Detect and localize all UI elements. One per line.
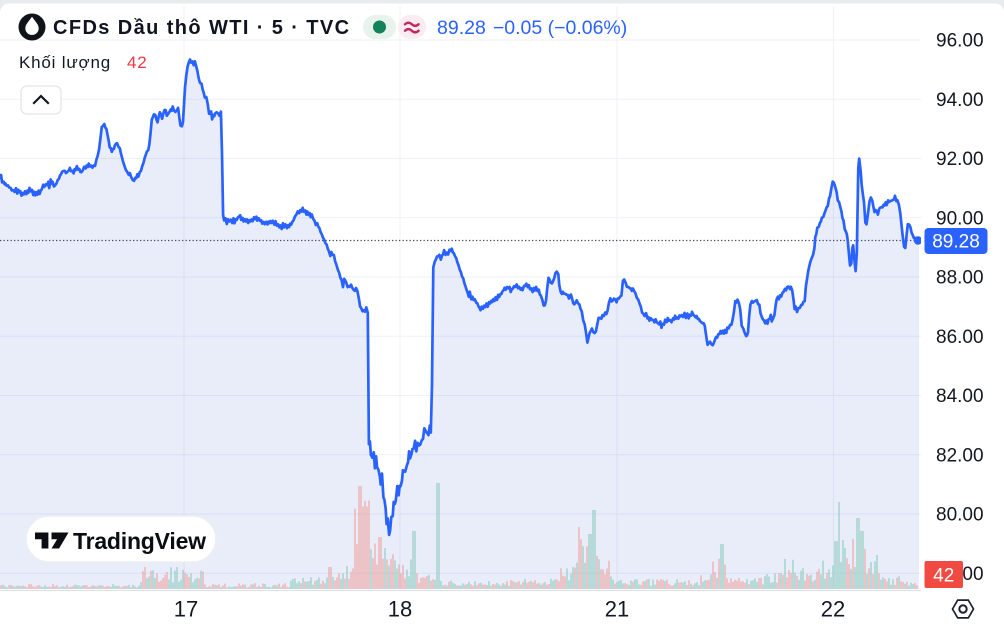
svg-text:89.28: 89.28 [932, 232, 980, 253]
svg-text:86.00: 86.00 [936, 327, 984, 348]
svg-text:18: 18 [388, 597, 412, 622]
svg-text:89.28 −0.05 (−0.06%): 89.28 −0.05 (−0.06%) [437, 17, 627, 39]
svg-text:42: 42 [127, 53, 148, 72]
svg-text:82.00: 82.00 [936, 445, 984, 466]
svg-text:80.00: 80.00 [936, 505, 984, 526]
svg-text:88.00: 88.00 [936, 268, 984, 289]
svg-text:Khối lượng: Khối lượng [19, 53, 111, 72]
svg-text:92.00: 92.00 [936, 149, 984, 170]
svg-text:22: 22 [821, 597, 845, 622]
svg-text:42: 42 [933, 566, 954, 587]
svg-text:84.00: 84.00 [936, 386, 984, 407]
svg-text:21: 21 [605, 597, 629, 622]
svg-text:90.00: 90.00 [936, 208, 984, 229]
svg-text:94.00: 94.00 [936, 90, 984, 111]
svg-text:96.00: 96.00 [936, 31, 984, 52]
svg-text:17: 17 [174, 597, 198, 622]
svg-text:TradingView: TradingView [73, 528, 206, 554]
svg-text:CFDs Dầu thô WTI · 5 · TVC: CFDs Dầu thô WTI · 5 · TVC [53, 17, 351, 39]
